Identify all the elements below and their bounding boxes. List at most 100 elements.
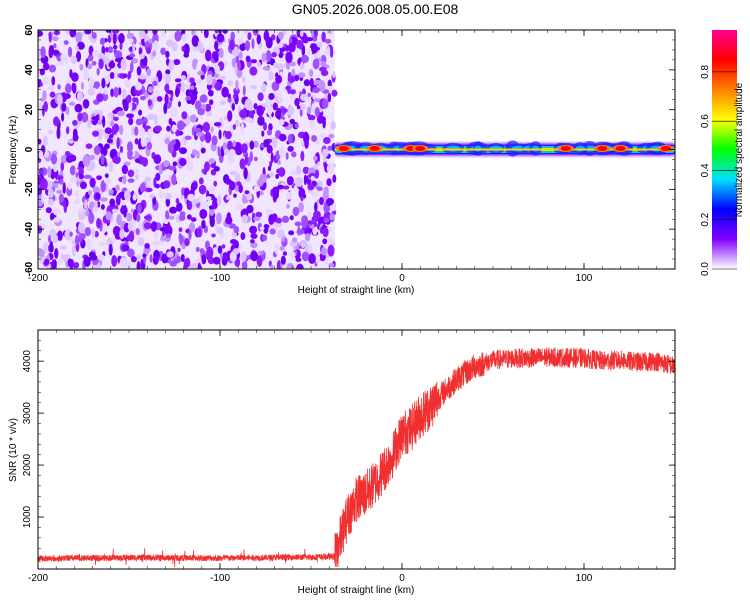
noise-blob	[218, 75, 227, 80]
noise-blob	[177, 247, 181, 252]
noise-blob	[174, 78, 182, 83]
noise-blob	[314, 169, 319, 179]
noise-blob	[276, 260, 282, 269]
noise-blob	[221, 244, 226, 249]
noise-blob	[259, 226, 265, 231]
noise-blob	[153, 154, 162, 165]
noise-blob	[142, 253, 147, 258]
noise-blob	[209, 215, 215, 228]
noise-blob	[174, 30, 182, 42]
snr-frame	[38, 330, 675, 569]
noise-blob	[301, 251, 310, 262]
noise-blob	[180, 194, 184, 200]
noise-blob	[256, 255, 263, 267]
noise-blob	[144, 187, 153, 193]
noise-blob	[60, 162, 65, 172]
noise-blob	[119, 228, 125, 240]
noise-blob	[203, 168, 208, 175]
noise-blob	[127, 222, 133, 231]
noise-blob	[64, 150, 71, 157]
noise-blob	[268, 70, 274, 81]
noise-blob	[288, 230, 295, 236]
noise-blob	[173, 58, 181, 66]
noise-blob	[121, 164, 128, 175]
noise-blob	[308, 69, 314, 78]
noise-blob	[322, 227, 329, 238]
noise-blob	[135, 227, 140, 236]
noise-blob	[149, 193, 155, 199]
noise-blob	[129, 53, 136, 58]
noise-blob	[168, 59, 175, 71]
noise-blob	[47, 234, 52, 243]
noise-blob	[227, 110, 233, 122]
noise-blob	[247, 32, 252, 41]
noise-blob	[161, 31, 166, 38]
x-tick-label: 100	[576, 273, 593, 284]
noise-blob	[163, 218, 169, 225]
noise-blob	[97, 254, 106, 261]
noise-blob	[329, 213, 335, 221]
noise-blob	[287, 87, 291, 95]
signal-peak	[660, 146, 671, 151]
noise-blob	[99, 109, 103, 122]
snr-border	[37, 329, 676, 570]
noise-blob	[245, 55, 251, 63]
noise-blob	[186, 156, 193, 161]
noise-blob	[62, 182, 66, 195]
noise-blob	[60, 154, 68, 164]
noise-blob	[53, 43, 57, 49]
noise-blob	[227, 153, 235, 164]
noise-blob	[159, 227, 166, 232]
x-tick-label: -200	[28, 573, 48, 584]
noise-blob	[186, 99, 192, 105]
noise-blob	[215, 64, 220, 75]
noise-blob	[87, 63, 93, 70]
noise-blob	[191, 35, 200, 47]
noise-blob	[272, 102, 279, 111]
noise-blob	[203, 30, 209, 39]
noise-blob	[102, 92, 109, 102]
noise-blob	[176, 202, 183, 212]
noise-blob	[219, 232, 225, 239]
noise-blob	[150, 221, 157, 232]
noise-blob	[56, 175, 64, 180]
signal-peak	[338, 146, 349, 151]
noise-blob	[235, 173, 241, 184]
noise-blob	[88, 190, 92, 196]
snr-y-ticks: 1000 2000 3000 4000	[22, 329, 675, 570]
noise-blob	[322, 98, 329, 109]
noise-blob	[144, 215, 152, 220]
noise-blob	[326, 30, 334, 35]
noise-blob	[294, 221, 302, 227]
noise-blob	[278, 41, 284, 48]
noise-blob	[164, 224, 173, 237]
noise-blob	[190, 217, 197, 222]
noise-blob	[244, 40, 251, 51]
noise-blob	[53, 162, 58, 173]
noise-blob	[146, 141, 153, 150]
noise-blob	[132, 96, 137, 103]
noise-blob	[229, 238, 238, 245]
noise-blob	[253, 185, 260, 192]
noise-blob	[91, 32, 97, 39]
noise-blob	[311, 223, 315, 230]
noise-blob	[214, 40, 219, 51]
noise-blob	[162, 180, 171, 189]
noise-blob	[237, 61, 241, 71]
noise-blob	[163, 160, 170, 168]
noise-blob	[147, 113, 155, 121]
noise-blob	[294, 97, 300, 107]
noise-blob	[178, 227, 183, 233]
noise-blob	[111, 255, 118, 267]
noise-blob	[68, 259, 75, 269]
noise-blob	[230, 31, 235, 41]
noise-blob	[210, 126, 214, 133]
noise-blob	[98, 242, 106, 247]
noise-blob	[183, 52, 190, 58]
noise-blob	[152, 196, 157, 206]
noise-blob	[132, 194, 137, 201]
snr-series-polyline	[38, 347, 675, 568]
noise-blob	[158, 163, 163, 175]
noise-blob	[87, 123, 92, 129]
noise-blob	[306, 37, 314, 42]
